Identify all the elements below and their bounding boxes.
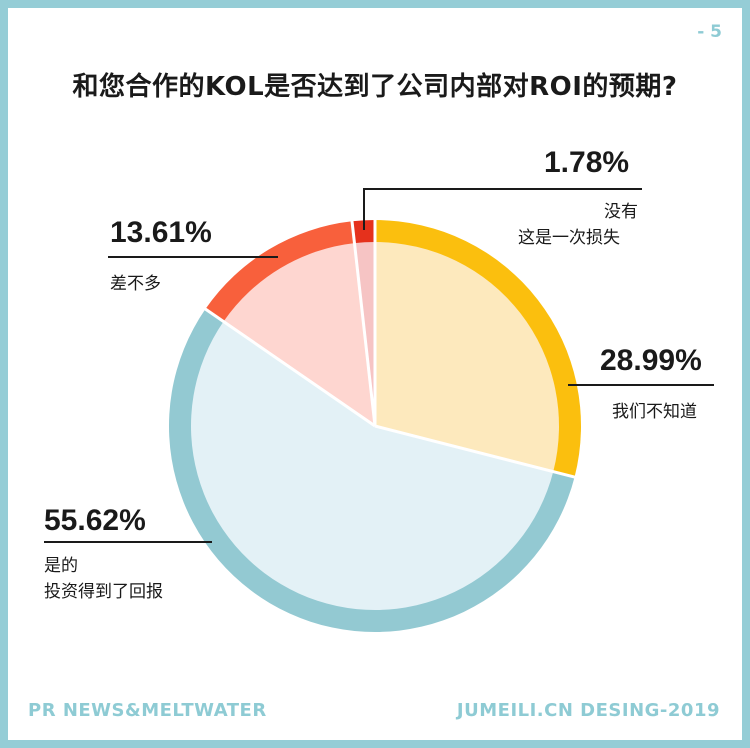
- chart-title: 和您合作的KOL是否达到了公司内部对ROI的预期?: [72, 72, 678, 102]
- pie-slice-2: [223, 243, 375, 426]
- data-label-desc-3-line-0: 没有: [604, 202, 638, 222]
- data-label-pct-3: 1.78%: [544, 146, 630, 179]
- data-label-desc-1-line-1: 投资得到了回报: [44, 582, 163, 602]
- pie-slice-0: [375, 241, 560, 472]
- data-label-pct-0: 28.99%: [600, 344, 702, 377]
- pie-separator-1: [374, 424, 576, 479]
- data-label-desc-2-line-0: 差不多: [110, 274, 161, 294]
- page-number: - 5: [697, 22, 722, 42]
- pie-separator-3: [350, 220, 377, 427]
- leader-line-3: [363, 188, 642, 230]
- footer-source: PR NEWS&MELTWATER: [28, 700, 267, 721]
- data-label-desc-1-line-0: 是的: [44, 556, 78, 576]
- footer-credit: JUMEILI.CN DESING-2019: [456, 700, 720, 721]
- data-label-pct-1: 55.62%: [44, 504, 146, 537]
- data-label-desc-3-line-1: 这是一次损失: [518, 228, 620, 248]
- pie-slice-1: [191, 321, 554, 611]
- data-label-desc-0-line-0: 我们不知道: [612, 402, 697, 422]
- chart-card: - 5 和您合作的KOL是否达到了公司内部对ROI的预期? 28.99% 我们不…: [8, 8, 742, 740]
- data-label-pct-2: 13.61%: [110, 216, 212, 249]
- pie-separator-2: [203, 307, 376, 428]
- pie-chart: [44, 188, 714, 633]
